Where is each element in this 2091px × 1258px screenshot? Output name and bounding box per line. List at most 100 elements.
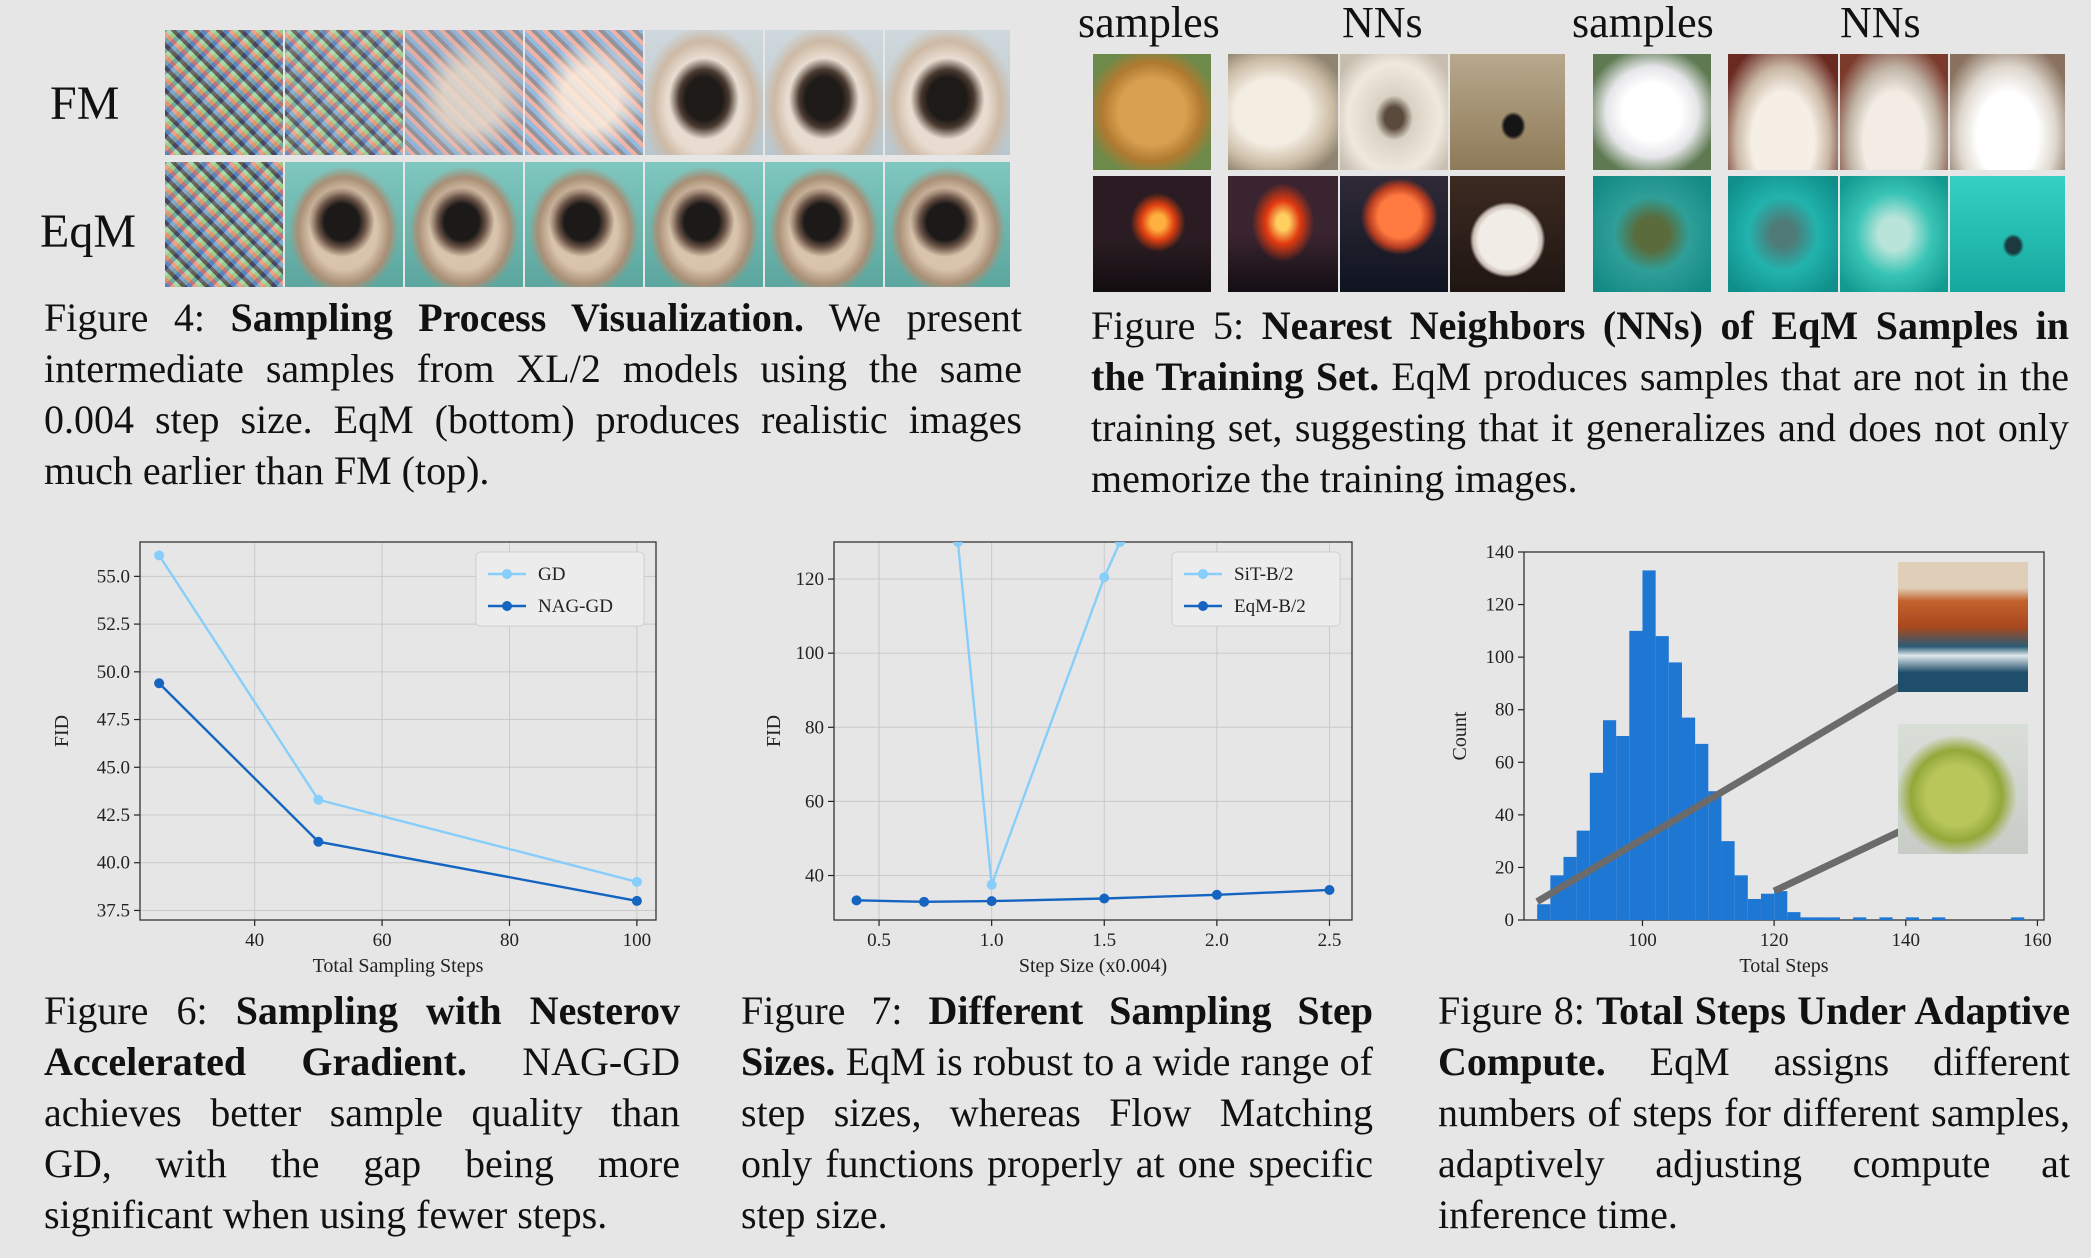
x-tick-label: 60 (373, 930, 392, 951)
y-tick-label: 42.5 (97, 805, 130, 826)
legend-label: NAG-GD (538, 596, 613, 617)
y-tick-label: 55.0 (97, 566, 130, 587)
y-tick-label: 100 (796, 643, 825, 664)
fm-row-label: FM (50, 77, 120, 130)
sample-sea-turtle (1593, 176, 1711, 292)
caption-title: Different Sampling Step Sizes. (741, 988, 1373, 1084)
fm-sample-step-3 (405, 30, 523, 155)
y-tick-label: 50.0 (97, 662, 130, 683)
histogram-bar (1826, 917, 1840, 920)
histogram-bar (1760, 893, 1775, 920)
figure-6-caption: Figure 6: Sampling with Nesterov Acceler… (44, 985, 680, 1240)
data-point-eqm-b/2 (919, 896, 930, 907)
total-steps-histogram: 100 120 140 160 0 20 40 60 80 100 120 140 Total Step… (1449, 542, 2052, 977)
figure-8-chart: 100 120 140 160 0 20 40 60 80 100 120 140 Total Step… (1440, 520, 2074, 980)
nn-arctic-fox (1228, 54, 1338, 170)
x-tick-label: 140 (1892, 930, 1921, 951)
histogram-bar (1668, 662, 1682, 920)
plot-border (139, 541, 657, 921)
nn-spider-jar (1340, 54, 1448, 170)
nn-black-grouse (1450, 54, 1565, 170)
y-tick-label: 37.5 (97, 900, 130, 921)
y-tick-label: 45.0 (97, 757, 130, 778)
y-tick-label: 40 (805, 866, 824, 887)
legend-swatch-marker (1198, 601, 1208, 611)
y-tick-label: 60 (1495, 752, 1514, 773)
fm-sample-step-4 (525, 30, 643, 155)
y-tick-label: 100 (1486, 647, 1515, 668)
y-axis-label: Count (1449, 711, 1471, 760)
data-point-sit-b/2 (1115, 542, 1126, 547)
x-tick-label: 40 (245, 930, 264, 951)
histogram-bar (1629, 630, 1643, 920)
nn-volcano (1228, 176, 1338, 292)
y-tick-label: 0 (1505, 910, 1515, 931)
caption-label: Figure 5: (1091, 303, 1262, 348)
sample-volcano (1093, 176, 1211, 292)
caption-title: Sampling Process Visualization. (230, 295, 805, 340)
y-tick-label: 80 (1495, 700, 1514, 721)
data-point-sit-b/2 (952, 542, 963, 547)
eqm-sample-step-5 (645, 162, 763, 287)
data-point-nag-gd (313, 836, 324, 847)
series-group (154, 550, 642, 906)
x-tick-label: 100 (1628, 930, 1657, 951)
legend-label: SiT-B/2 (1234, 564, 1294, 585)
y-tick-label: 40 (1495, 805, 1514, 826)
x-tick-label: 120 (1760, 930, 1789, 951)
eqm-sample-step-2 (285, 162, 403, 287)
histogram-bar (1787, 912, 1801, 920)
y-tick-label: 120 (1486, 595, 1515, 616)
fid-vs-stepsize-chart: 0.5 1.0 1.5 2.0 2.5 40 60 80 100 120 Step Size (x0… (763, 541, 1353, 977)
legend-label: GD (538, 564, 565, 585)
data-point-sit-b/2 (986, 879, 997, 890)
caption-body: EqM is robust to a wide range of step si… (741, 1039, 1373, 1237)
caption-label: Figure 6: (44, 988, 236, 1033)
y-tick-label: 60 (805, 791, 824, 812)
eqm-sample-step-7 (885, 162, 1010, 287)
x-tick-label: 1.0 (980, 930, 1004, 951)
figure-7-caption: Figure 7: Different Sampling Step Sizes.… (741, 985, 1373, 1240)
nns-header-left: NNs (1342, 0, 1423, 47)
histogram-bar (2011, 917, 2025, 920)
y-tick-label: 52.5 (97, 614, 130, 635)
nn-wedding-dress-1 (1728, 54, 1838, 170)
eqm-sample-step-1 (165, 162, 283, 287)
data-point-eqm-b/2 (986, 896, 997, 907)
fid-vs-steps-chart: 40 60 80 100 37.5 40.0 42.5 45.0 47.5 50.0 52.5 55.… (51, 541, 657, 977)
x-tick-label: 1.5 (1092, 930, 1116, 951)
inset-frog-image (1898, 724, 2028, 854)
histogram-bar (1932, 917, 1946, 920)
y-tick-label: 20 (1495, 857, 1514, 878)
data-point-eqm-b/2 (1324, 884, 1335, 895)
histogram-bar (1721, 841, 1735, 920)
histogram-bar (1879, 917, 1893, 920)
x-tick-label: 80 (500, 930, 519, 951)
x-axis-label: Total Sampling Steps (313, 955, 484, 977)
sample-golden-retriever (1093, 54, 1211, 170)
series-line-eqm-b/2 (856, 888, 1330, 904)
figure-5-caption: Figure 5: Nearest Neighbors (NNs) of EqM… (1091, 300, 2069, 504)
caption-label: Figure 8: (1438, 988, 1597, 1033)
caption-body: EqM assigns different numbers of steps f… (1438, 1039, 2070, 1237)
y-tick-label: 40.0 (97, 853, 130, 874)
data-point-gd (631, 876, 642, 887)
histogram-bar (1853, 917, 1867, 920)
histogram-bar (1655, 636, 1669, 920)
histogram-bar (1747, 898, 1761, 920)
y-axis-label: FID (51, 715, 73, 747)
data-point-eqm-b/2 (1211, 889, 1222, 900)
fm-sample-step-7 (885, 30, 1010, 155)
y-axis-label: FID (763, 715, 785, 747)
x-tick-label: 0.5 (867, 930, 891, 951)
eqm-row-label: EqM (40, 205, 136, 258)
histogram-bar (1695, 743, 1709, 920)
histogram-bar (1681, 717, 1696, 920)
data-point-gd (313, 794, 324, 805)
data-point-gd (154, 550, 165, 561)
histogram-bar (1708, 791, 1722, 920)
series-group (851, 542, 1335, 907)
x-tick-label: 100 (623, 930, 652, 951)
figure-7-chart: 0.5 1.0 1.5 2.0 2.5 40 60 80 100 120 Step Size (x0… (740, 520, 1374, 980)
histogram-bar (1550, 875, 1564, 920)
